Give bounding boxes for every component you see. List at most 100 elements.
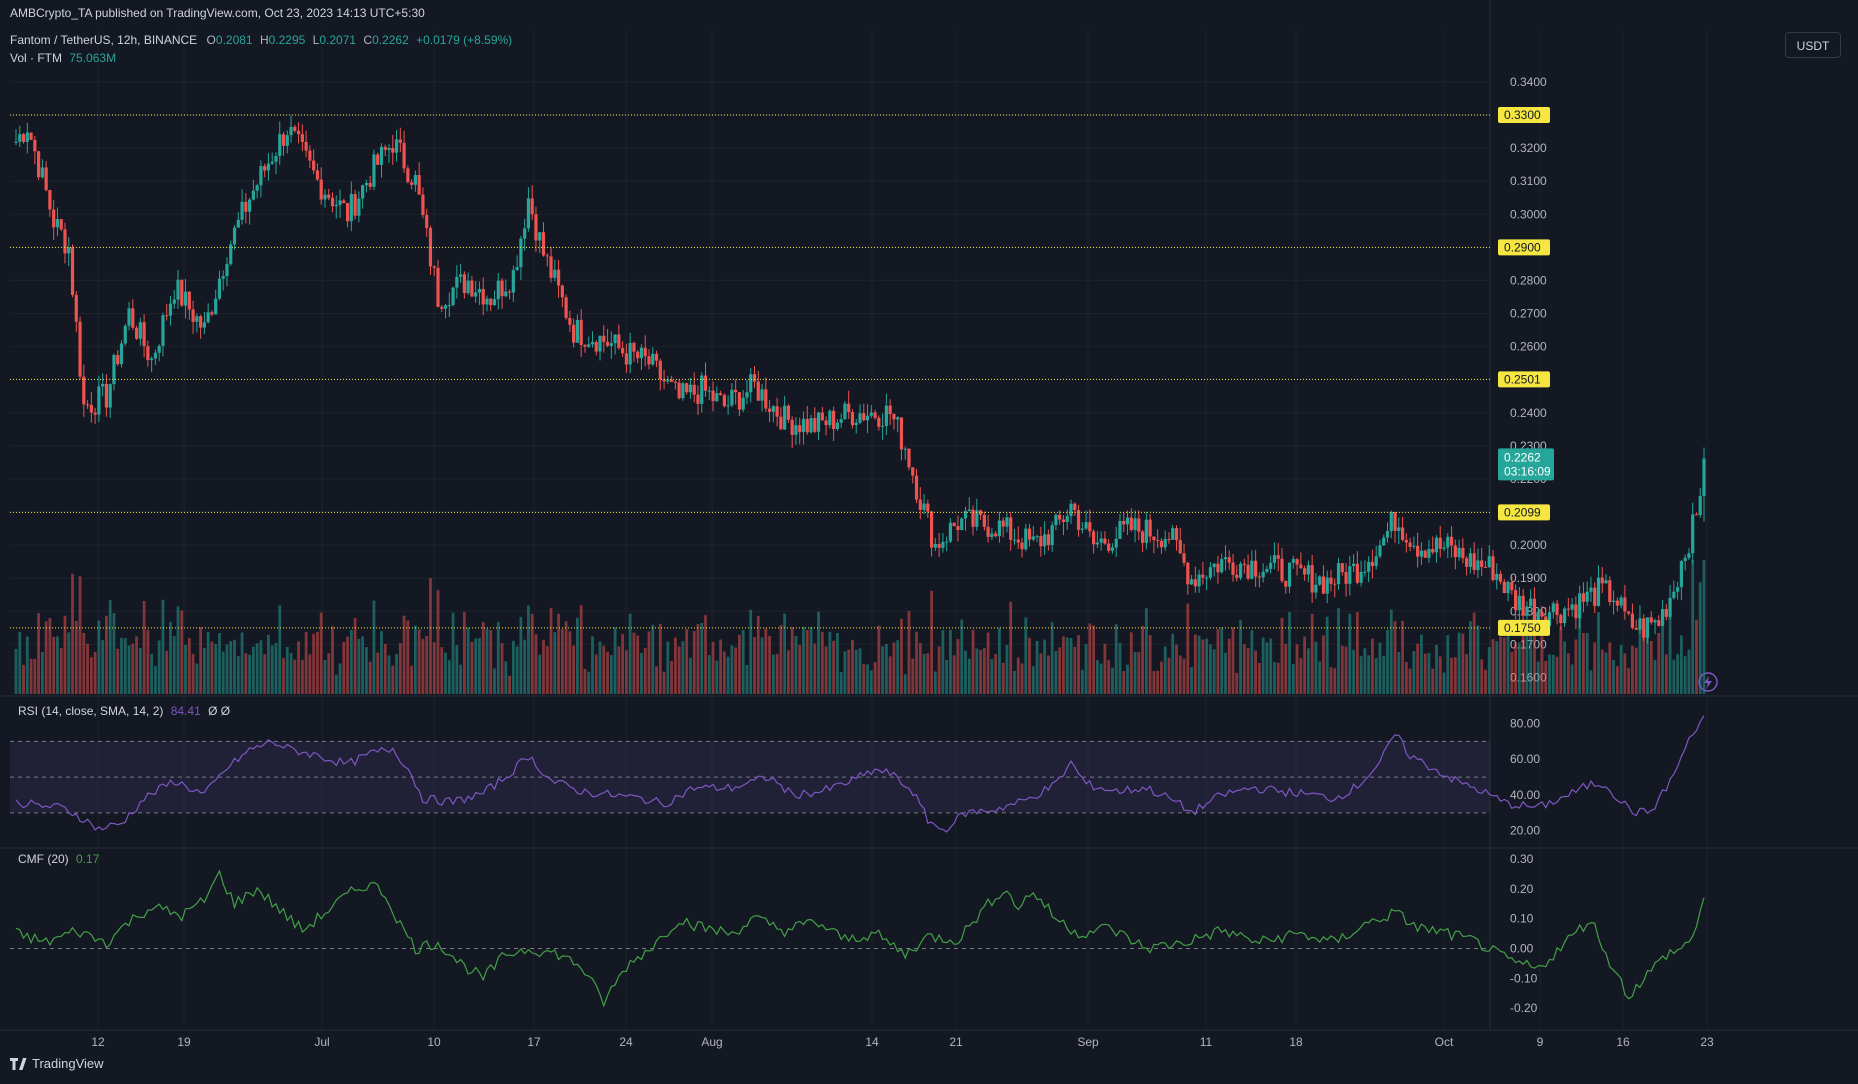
- candle-body-88: [345, 203, 350, 222]
- candle-body-339: [1291, 559, 1295, 563]
- candle-body-59: [236, 219, 240, 228]
- volume-bar-180: [692, 631, 696, 694]
- candle-body-106: [413, 175, 417, 185]
- candle-body-183: [703, 375, 708, 391]
- volume-bar-178: [685, 629, 689, 694]
- currency-button[interactable]: USDT: [1785, 32, 1841, 58]
- volume-bar-431: [1638, 621, 1642, 694]
- candle-body-258: [986, 526, 990, 537]
- candle-body-352: [1340, 563, 1344, 573]
- candle-body-41: [168, 303, 173, 316]
- candle-body-301: [1148, 519, 1152, 537]
- candle-body-397: [1510, 581, 1514, 591]
- candle-body-149: [575, 319, 580, 343]
- candle-body-319: [1216, 563, 1220, 573]
- candle-body-278: [1061, 519, 1066, 522]
- candle-body-425: [1615, 600, 1619, 606]
- candle-body-26: [112, 355, 116, 385]
- cmf-legend[interactable]: CMF (20) 0.17: [18, 852, 99, 866]
- volume-bar-191: [734, 647, 738, 694]
- volume-bar-299: [1141, 625, 1144, 694]
- volume-bar-368: [1401, 620, 1404, 694]
- volume-bar-3: [25, 636, 29, 694]
- volume-bar-325: [1239, 619, 1242, 694]
- candle-body-361: [1374, 556, 1378, 567]
- candle-body-324: [1235, 574, 1239, 578]
- volume-bar-159: [613, 627, 617, 694]
- candle-body-217: [832, 410, 836, 429]
- candle-body-146: [564, 297, 568, 318]
- rsi-tick-label-0: 80.00: [1510, 716, 1540, 730]
- candle-body-198: [760, 389, 764, 401]
- candle-body-62: [248, 199, 252, 212]
- candle-body-107: [417, 175, 421, 195]
- volume-bar-376: [1431, 668, 1435, 694]
- candle-body-310: [1182, 553, 1186, 563]
- volume-bar-364: [1386, 629, 1389, 694]
- volume-bar-187: [719, 639, 722, 694]
- volume-legend[interactable]: Vol · FTM 75.063M: [10, 51, 116, 65]
- candle-body-302: [1152, 536, 1156, 541]
- price-tick-label-2: 0.3200: [1510, 141, 1547, 155]
- level-label-bg-0: [1498, 107, 1550, 124]
- footer-brand[interactable]: TradingView: [10, 1056, 104, 1071]
- volume-bar-149: [576, 617, 579, 694]
- candle-body-194: [745, 392, 749, 398]
- candle-body-175: [673, 381, 677, 383]
- volume-bar-179: [689, 657, 692, 694]
- candle-body-416: [1581, 593, 1586, 602]
- volume-bar-437: [1661, 621, 1664, 694]
- candle-body-392: [1491, 556, 1495, 580]
- volume-bar-108: [421, 638, 425, 694]
- volume-bar-286: [1092, 625, 1096, 694]
- volume-bar-78: [308, 654, 312, 694]
- candle-body-84: [330, 197, 335, 207]
- volume-bar-9: [48, 618, 52, 694]
- volume-bar-296: [1129, 632, 1133, 694]
- candle-body-145: [560, 285, 564, 298]
- candle-body-54: [217, 278, 222, 299]
- volume-bar-67: [267, 634, 270, 694]
- volume-bar-444: [1687, 649, 1691, 694]
- volume-bar-415: [1578, 604, 1582, 694]
- candle-body-42: [172, 299, 176, 304]
- candle-body-195: [749, 374, 753, 393]
- candle-body-92: [361, 185, 365, 199]
- candle-body-362: [1378, 545, 1382, 557]
- volume-bar-2: [22, 664, 25, 694]
- candle-body-141: [545, 255, 549, 257]
- volume-bar-263: [1005, 644, 1009, 694]
- candle-body-131: [507, 291, 512, 293]
- volume-bar-323: [1231, 627, 1235, 694]
- candle-body-192: [737, 392, 742, 410]
- candle-body-333: [1269, 562, 1273, 569]
- candle-body-433: [1645, 617, 1650, 638]
- candle-body-77: [304, 142, 308, 151]
- candle-body-296: [1129, 517, 1133, 531]
- symbol-legend[interactable]: Fantom / TetherUS, 12h, BINANCE O0.2081 …: [10, 33, 512, 47]
- rsi-legend[interactable]: RSI (14, close, SMA, 14, 2) 84.41 Ø Ø: [18, 704, 230, 718]
- volume-bar-223: [854, 649, 858, 694]
- volume-bar-131: [508, 675, 511, 694]
- volume-bar-79: [312, 633, 316, 694]
- candle-body-443: [1683, 557, 1687, 562]
- volume-bar-432: [1642, 629, 1646, 694]
- volume-bar-326: [1242, 644, 1246, 694]
- volume-bar-333: [1269, 638, 1273, 694]
- volume-bar-4: [29, 658, 33, 694]
- volume-bar-402: [1529, 626, 1533, 694]
- volume-bar-309: [1178, 655, 1182, 694]
- volume-bar-7: [40, 651, 44, 694]
- candle-body-112: [436, 267, 440, 307]
- volume-bar-438: [1664, 654, 1668, 694]
- candle-body-44: [180, 279, 184, 306]
- volume-bars: [14, 560, 1706, 694]
- candle-body-197: [756, 381, 760, 401]
- candle-body-391: [1487, 556, 1491, 568]
- candle-body-61: [244, 201, 248, 212]
- candle-body-103: [402, 142, 406, 169]
- volume-bar-354: [1348, 613, 1352, 694]
- volume-bar-58: [233, 639, 236, 694]
- volume-bar-331: [1261, 637, 1265, 694]
